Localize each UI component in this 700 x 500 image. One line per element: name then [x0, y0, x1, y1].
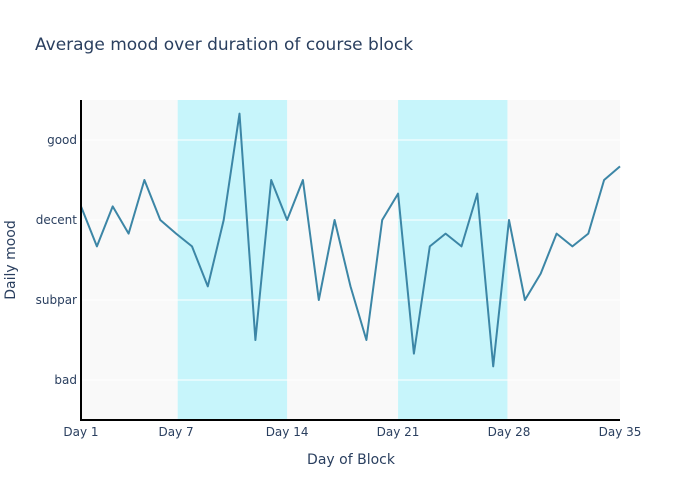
shaded-regions [177, 100, 508, 420]
y-tick-label: subpar [36, 293, 77, 307]
y-tick-label: bad [54, 373, 77, 387]
shaded-region-1 [177, 100, 288, 420]
axes [80, 100, 620, 421]
x-axis-ticks: Day 1 Day 7 Day 14 Day 21 Day 28 Day 35 [63, 425, 641, 439]
x-axis-title: Day of Block [307, 452, 396, 468]
y-axis-ticks: bad subpar decent good [36, 133, 78, 387]
chart-title: Average mood over duration of course blo… [35, 35, 413, 55]
x-tick-label: Day 1 [63, 425, 98, 439]
x-tick-label: Day 28 [488, 425, 531, 439]
x-tick-label: Day 14 [266, 425, 309, 439]
x-tick-label: Day 35 [599, 425, 642, 439]
gridlines [81, 139, 620, 381]
shaded-region-2 [398, 100, 508, 420]
series-line-1 [80, 112, 621, 368]
y-tick-label: good [47, 133, 77, 147]
plot-area [81, 100, 620, 420]
y-axis-title: Daily mood [3, 220, 19, 300]
series-layer [80, 112, 621, 368]
x-tick-label: Day 21 [377, 425, 420, 439]
x-tick-label: Day 7 [159, 425, 194, 439]
y-tick-label: decent [36, 213, 78, 227]
